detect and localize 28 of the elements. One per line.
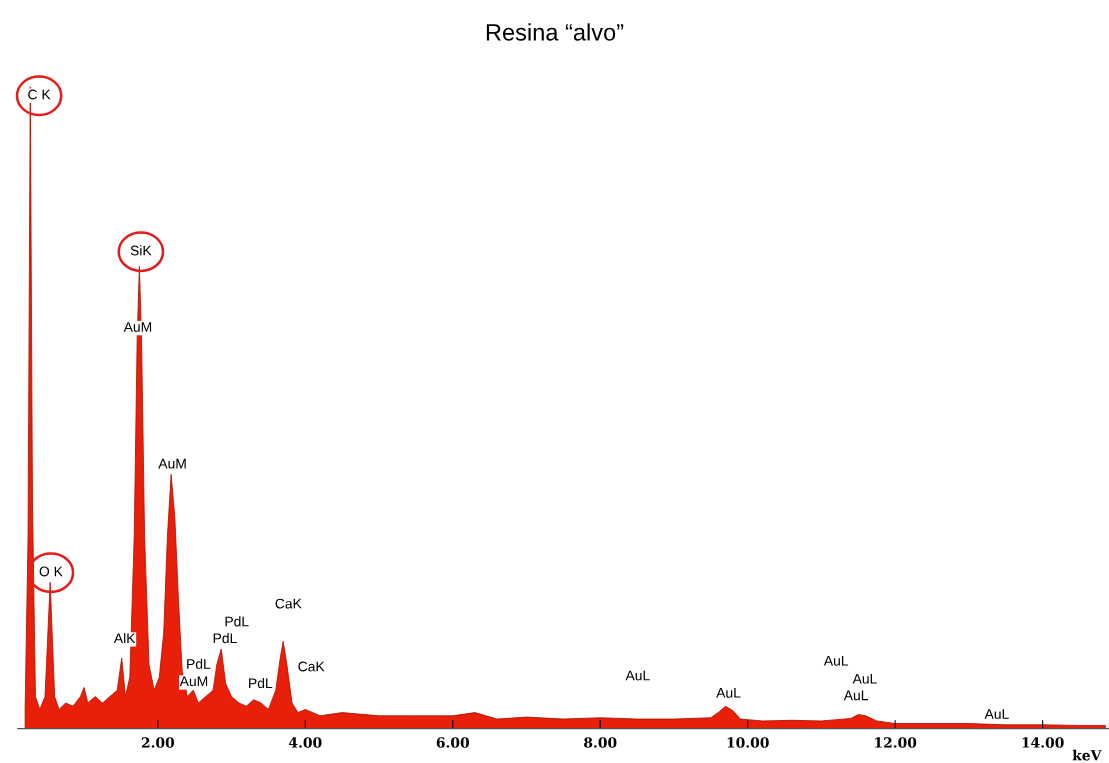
annotation: AuL [823, 655, 849, 666]
x-tick-label: 12.00 [875, 737, 917, 748]
annotation: PdL [213, 632, 237, 644]
annotation: PdL [249, 677, 273, 689]
annotation: AuM [123, 322, 152, 332]
x-tick-label: 6.00 [436, 737, 470, 748]
annotation: PdL [225, 616, 249, 627]
x-tick-label: 2.00 [141, 737, 175, 748]
x-tick-label: 14.00 [1022, 737, 1064, 748]
annotation: AuL [716, 688, 741, 698]
chart-title: Resina “alvo” [486, 23, 624, 41]
annotation: PdL [187, 658, 211, 669]
annotation: SiK [130, 245, 152, 256]
annotation: AuM [179, 676, 208, 687]
annotation: CaK [298, 661, 325, 672]
annotation: AuL [984, 709, 1009, 719]
annotation: AuM [158, 458, 186, 469]
x-tick-label: 4.00 [288, 737, 322, 748]
annotation: O K [39, 566, 63, 577]
annotation: AuL [843, 690, 868, 701]
annotation: CaK [275, 598, 302, 609]
annotation: C K [28, 89, 51, 100]
annotation: AuL [625, 670, 650, 681]
annotation: AuL [852, 673, 877, 684]
x-tick-label: 8.00 [584, 737, 617, 748]
x-tick-label: 10.00 [727, 737, 769, 748]
annotation: AlK [113, 632, 136, 644]
x-axis-title: keV [1072, 749, 1102, 761]
